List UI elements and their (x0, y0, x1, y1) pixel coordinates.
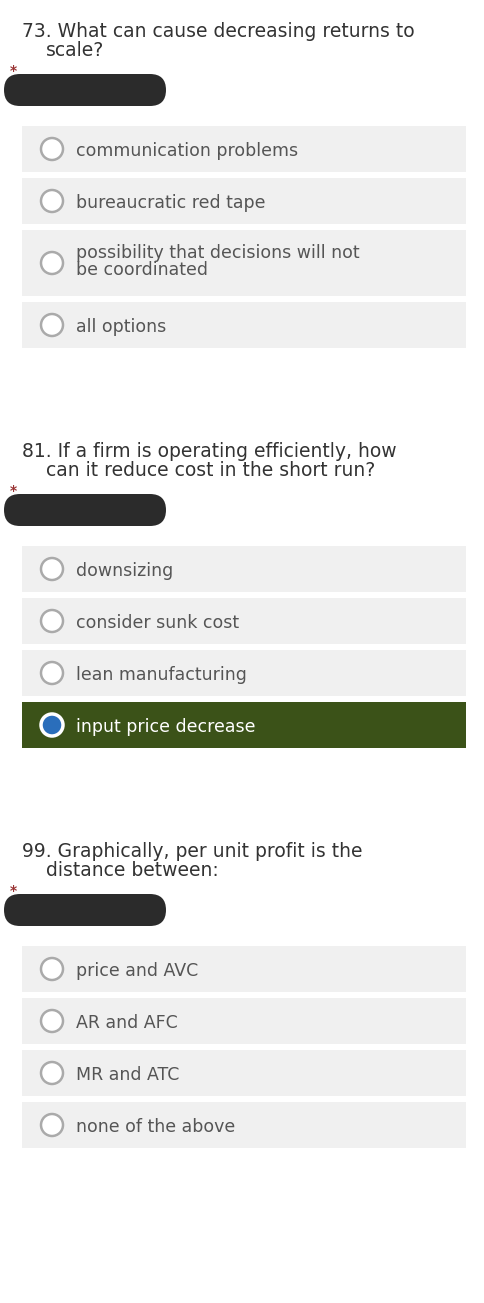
Text: 99. Graphically, per unit profit is the: 99. Graphically, per unit profit is the (22, 842, 362, 861)
Text: MR and ATC: MR and ATC (76, 1066, 179, 1084)
Text: bureaucratic red tape: bureaucratic red tape (76, 194, 265, 212)
FancyBboxPatch shape (4, 74, 166, 106)
Bar (22, 946, 465, 992)
Circle shape (41, 662, 63, 684)
Text: downsizing: downsizing (76, 562, 173, 580)
Circle shape (41, 251, 63, 274)
Bar (22, 231, 465, 296)
Bar (22, 598, 465, 644)
Text: be coordinated: be coordinated (76, 261, 208, 279)
Text: all options: all options (76, 318, 166, 336)
Text: price and AVC: price and AVC (76, 962, 198, 980)
Circle shape (41, 1010, 63, 1032)
FancyBboxPatch shape (4, 494, 166, 526)
Bar (22, 179, 465, 224)
Text: possibility that decisions will not: possibility that decisions will not (76, 244, 359, 262)
Text: scale?: scale? (46, 40, 104, 60)
Circle shape (41, 1062, 63, 1084)
Text: consider sunk cost: consider sunk cost (76, 614, 239, 632)
Bar (22, 998, 465, 1044)
Text: can it reduce cost in the short run?: can it reduce cost in the short run? (46, 461, 375, 480)
Circle shape (41, 958, 63, 980)
Bar (22, 546, 465, 592)
Text: communication problems: communication problems (76, 142, 298, 160)
Circle shape (41, 190, 63, 212)
Bar (22, 126, 465, 172)
Circle shape (41, 714, 63, 736)
Circle shape (41, 1114, 63, 1136)
Bar (22, 702, 465, 748)
Text: none of the above: none of the above (76, 1118, 235, 1136)
Text: AR and AFC: AR and AFC (76, 1014, 177, 1032)
Bar (22, 650, 465, 696)
Text: 73. What can cause decreasing returns to: 73. What can cause decreasing returns to (22, 22, 414, 40)
Text: *: * (10, 483, 17, 498)
Text: lean manufacturing: lean manufacturing (76, 666, 246, 684)
Circle shape (41, 138, 63, 160)
Text: *: * (10, 64, 17, 78)
Text: input price decrease: input price decrease (76, 718, 255, 736)
Text: distance between:: distance between: (46, 861, 218, 880)
FancyBboxPatch shape (4, 894, 166, 926)
Text: *: * (10, 883, 17, 898)
Bar (22, 1102, 465, 1148)
Bar (22, 1050, 465, 1096)
Text: 81. If a firm is operating efficiently, how: 81. If a firm is operating efficiently, … (22, 442, 396, 461)
Bar (22, 302, 465, 348)
Circle shape (41, 314, 63, 336)
Circle shape (41, 558, 63, 580)
Circle shape (41, 610, 63, 632)
